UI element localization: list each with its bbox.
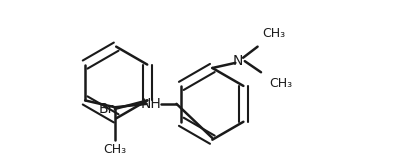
Text: CH₃: CH₃ xyxy=(103,143,127,156)
Text: Br: Br xyxy=(99,102,114,116)
Text: N: N xyxy=(233,54,243,68)
Text: NH: NH xyxy=(140,97,161,111)
Text: CH₃: CH₃ xyxy=(269,77,293,90)
Text: CH₃: CH₃ xyxy=(262,27,285,40)
